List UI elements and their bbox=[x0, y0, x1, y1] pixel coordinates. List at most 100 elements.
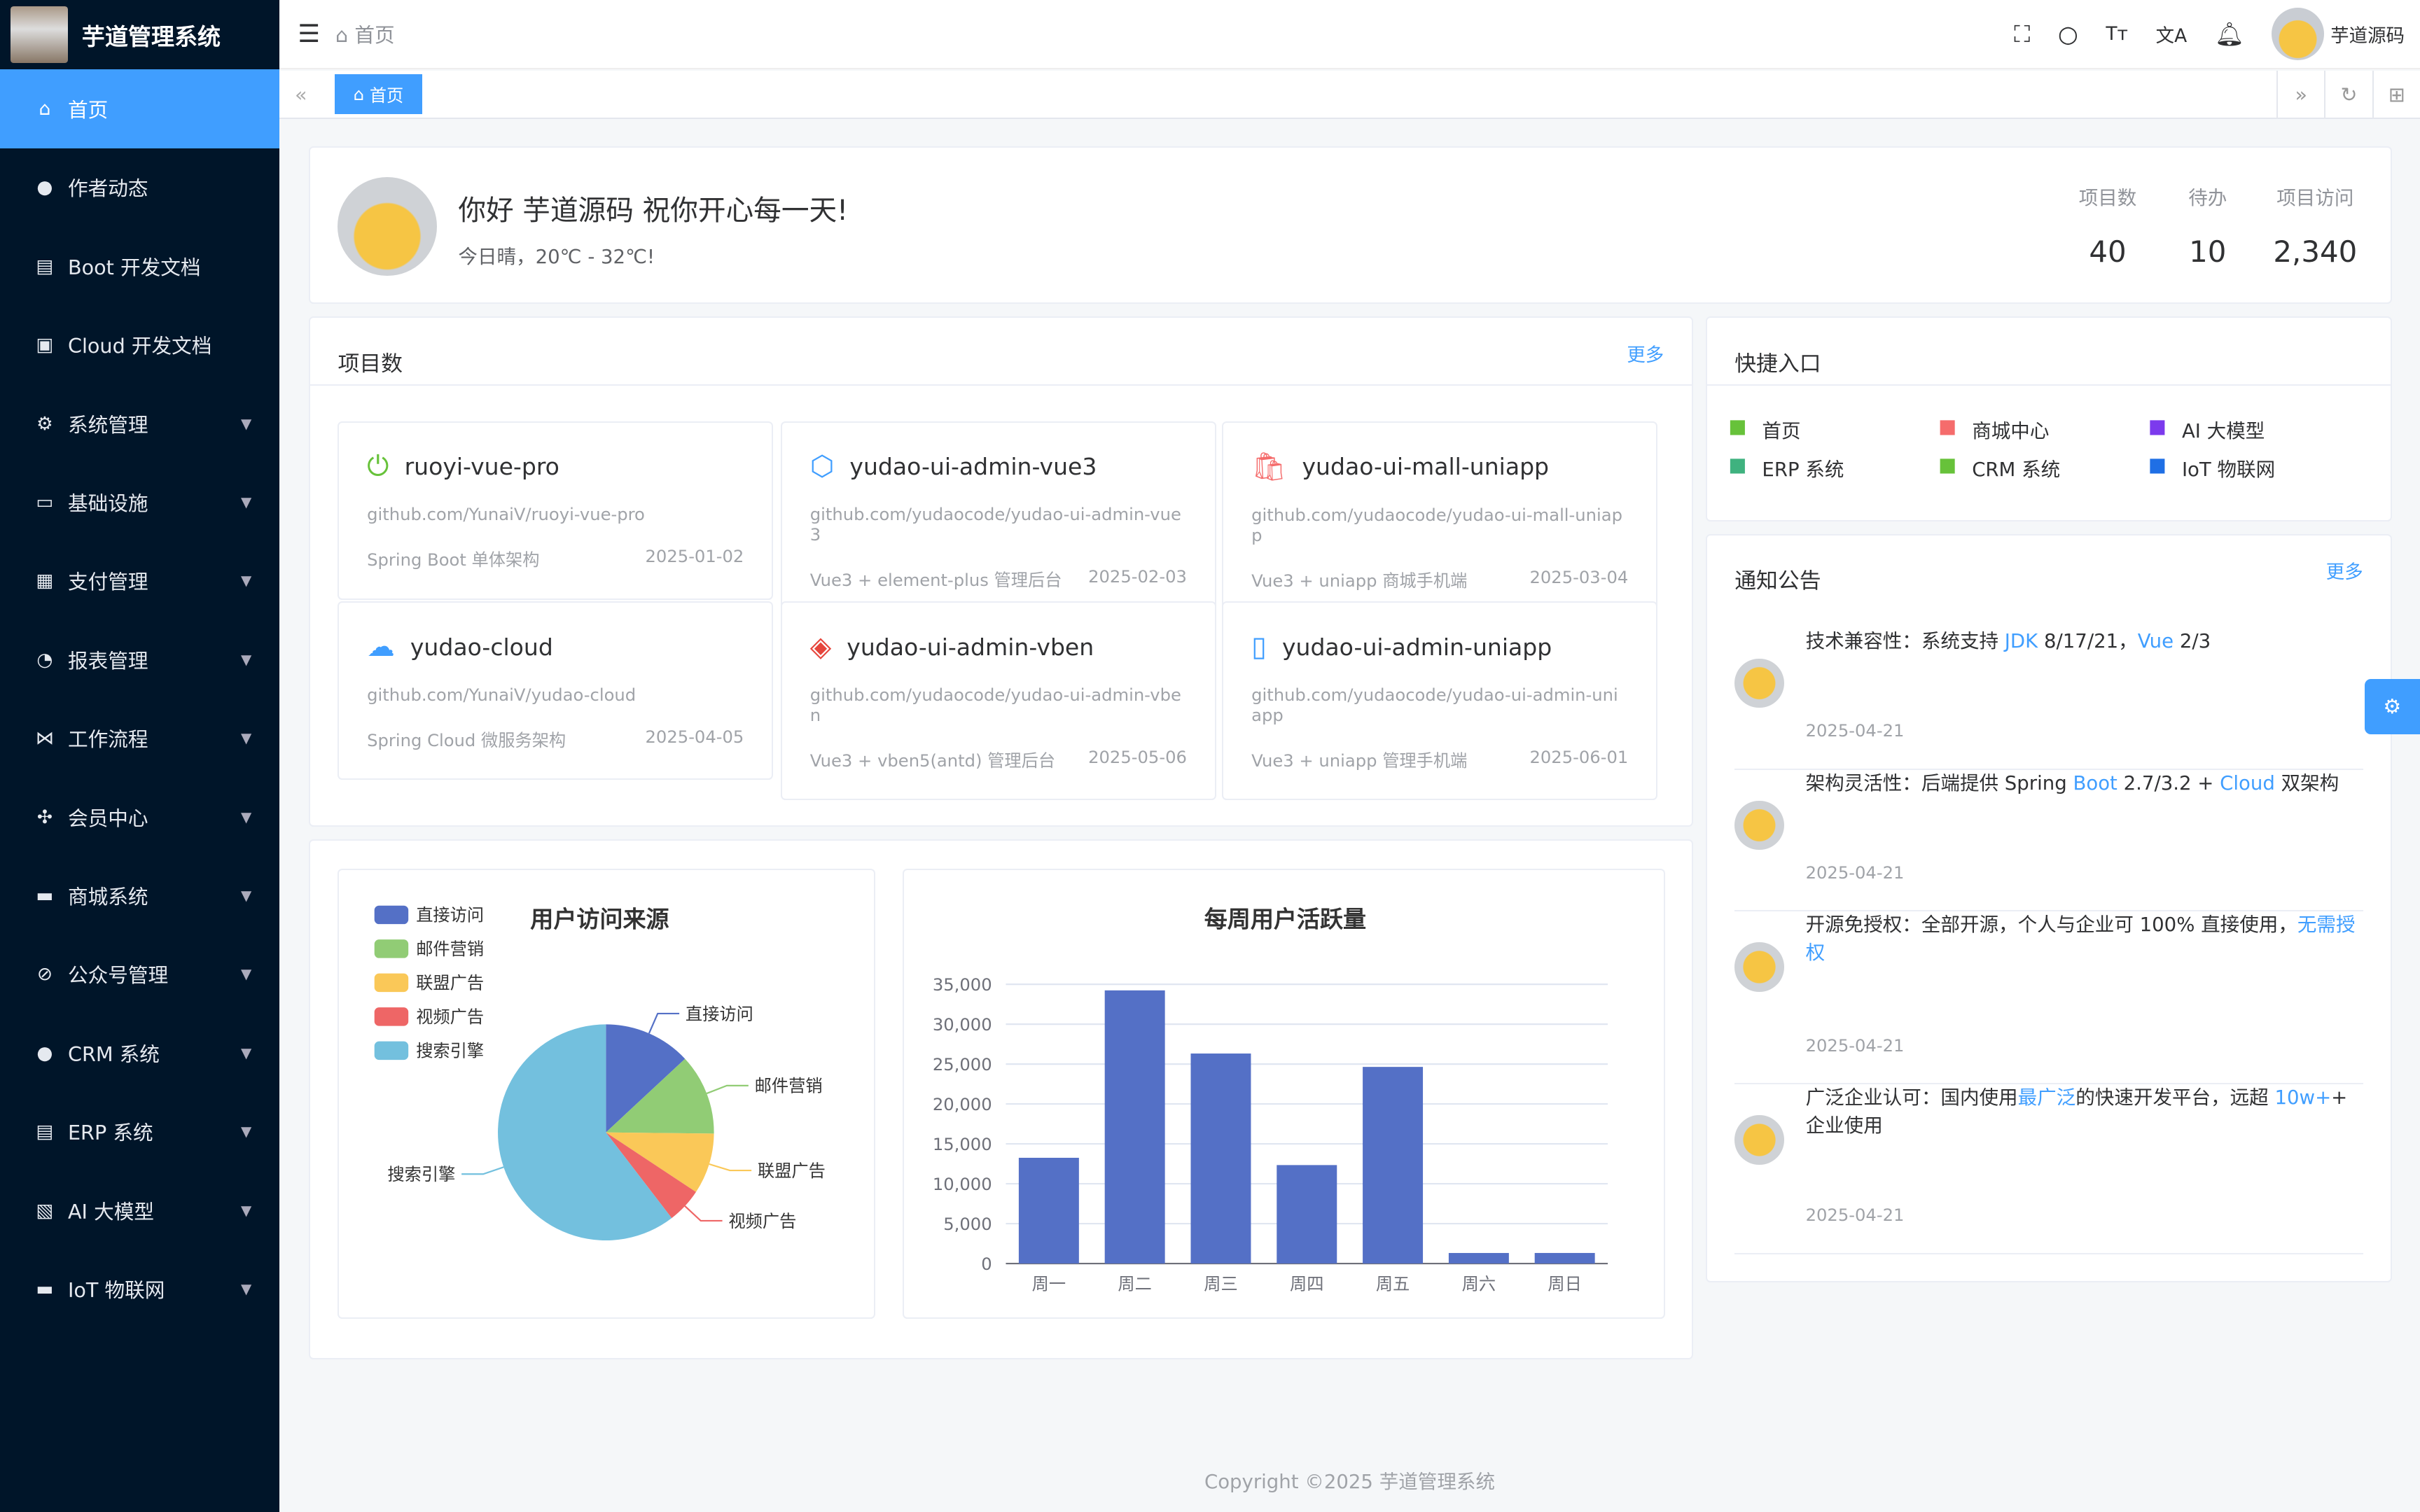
shortcut-item[interactable]: ■ 商城中心 bbox=[1938, 415, 2049, 443]
legend-swatch[interactable] bbox=[375, 973, 409, 992]
project-desc: Vue3 + uniapp 商城手机端 bbox=[1251, 570, 1468, 591]
bar[interactable] bbox=[1190, 1053, 1251, 1264]
sidebar-item[interactable]: ▭ 基础设施 ▼ bbox=[0, 463, 279, 541]
more-link[interactable]: 更多 bbox=[1627, 344, 1664, 366]
project-card[interactable]: ⬡ yudao-ui-admin-vue3 github.com/yudaocode… bbox=[781, 421, 1216, 620]
bar[interactable] bbox=[1019, 1157, 1080, 1264]
pie-slice[interactable] bbox=[606, 1024, 686, 1133]
legend-label[interactable]: 邮件营销 bbox=[417, 939, 485, 959]
sidebar-item[interactable]: ▧ AI 大模型 ▼ bbox=[0, 1171, 279, 1250]
sidebar-item[interactable]: ⊘ 公众号管理 ▼ bbox=[0, 935, 279, 1014]
slice-label: 联盟广告 bbox=[758, 1161, 826, 1181]
bar[interactable] bbox=[1534, 1252, 1595, 1264]
translate-icon[interactable]: 文A bbox=[2155, 25, 2188, 48]
avatar bbox=[2272, 8, 2325, 61]
shortcut-item[interactable]: ■ IoT 物联网 bbox=[2148, 454, 2275, 482]
legend-label[interactable]: 直接访问 bbox=[417, 904, 485, 925]
notice-text-part[interactable]: Cloud bbox=[2220, 771, 2275, 794]
sidebar-item[interactable]: ⋈ 工作流程 ▼ bbox=[0, 699, 279, 777]
shortcut-item[interactable]: ■ ERP 系统 bbox=[1728, 454, 1844, 482]
notice-item[interactable]: 架构灵活性：后端提供 Spring Boot 2.7/3.2 + Cloud 双… bbox=[1734, 770, 2363, 912]
shortcut-label: 商城中心 bbox=[1972, 419, 2050, 442]
chevron-down-icon: ▼ bbox=[241, 415, 252, 432]
sidebar-item[interactable]: ▤ Boot 开发文档 bbox=[0, 227, 279, 305]
bar[interactable] bbox=[1277, 1165, 1337, 1264]
legend-label[interactable]: 视频广告 bbox=[417, 1007, 485, 1027]
pie-slice[interactable] bbox=[498, 1024, 672, 1240]
notice-item[interactable]: 广泛企业认可：国内使用最广泛的快速开发平台，远超 10w++ 企业使用 2025-… bbox=[1734, 1084, 2363, 1254]
pie-slice[interactable] bbox=[606, 1132, 697, 1218]
tab-home[interactable]: ⌂ 首页 bbox=[335, 74, 422, 115]
scroll-left-icon[interactable]: « bbox=[294, 82, 307, 106]
pie-slice[interactable] bbox=[606, 1058, 715, 1134]
bar[interactable] bbox=[1363, 1066, 1424, 1264]
sidebar-item[interactable]: ▤ ERP 系统 ▼ bbox=[0, 1092, 279, 1170]
project-card[interactable]: ☁︎ yudao-cloud github.com/YunaiV/yudao-clo… bbox=[338, 601, 774, 780]
sidebar-item[interactable]: ⚙ 系统管理 ▼ bbox=[0, 384, 279, 463]
project-card[interactable]: ◈ yudao-ui-admin-vben github.com/yudaocode… bbox=[781, 601, 1216, 801]
pie-slice[interactable] bbox=[606, 1132, 715, 1192]
fullscreen-icon[interactable]: ⛶ bbox=[2014, 20, 2031, 48]
legend-swatch[interactable] bbox=[375, 939, 409, 958]
bell-icon[interactable]: 🔔︎ bbox=[2214, 20, 2244, 48]
scroll-right-icon[interactable]: » bbox=[2276, 71, 2324, 118]
notice-text-part: 8/17/21， bbox=[2038, 629, 2138, 652]
app-logo[interactable]: 芋道管理系统 bbox=[0, 0, 279, 69]
sidebar-item[interactable]: ▬ 商城系统 ▼ bbox=[0, 856, 279, 934]
project-date: 2025-03-04 bbox=[1529, 566, 1629, 587]
project-url: github.com/YunaiV/ruoyi-vue-pro bbox=[367, 504, 645, 525]
shortcut-item[interactable]: ■ 首页 bbox=[1728, 415, 1800, 443]
notice-text-part[interactable]: 10w+ bbox=[2274, 1086, 2332, 1110]
breadcrumb[interactable]: ⌂ 首页 bbox=[335, 23, 395, 48]
legend-swatch[interactable] bbox=[375, 1041, 409, 1060]
shortcut-item[interactable]: ■ AI 大模型 bbox=[2148, 415, 2265, 443]
search-icon[interactable]: ○ bbox=[2057, 20, 2078, 48]
notice-text-part[interactable]: JDK bbox=[2004, 629, 2038, 652]
more-link[interactable]: 更多 bbox=[2325, 561, 2363, 584]
legend-swatch[interactable] bbox=[375, 905, 409, 924]
notice-text-part[interactable]: Vue bbox=[2137, 629, 2174, 652]
sidebar-item[interactable]: ● 作者动态 bbox=[0, 148, 279, 227]
sidebar-item-label: CRM 系统 bbox=[67, 1042, 160, 1066]
label-line bbox=[707, 1084, 749, 1094]
shortcut-item[interactable]: ■ CRM 系统 bbox=[1938, 454, 2060, 482]
project-card[interactable]: ▯ yudao-ui-admin-uniapp github.com/yudaoco… bbox=[1222, 601, 1657, 801]
sidebar-item[interactable]: ▣ Cloud 开发文档 bbox=[0, 305, 279, 384]
sidebar-item[interactable]: ✣ 会员中心 ▼ bbox=[0, 778, 279, 856]
font-size-icon[interactable]: Tт bbox=[2106, 23, 2128, 46]
refresh-icon[interactable]: ↻ bbox=[2324, 71, 2372, 118]
sidebar-item[interactable]: ▦ 支付管理 ▼ bbox=[0, 542, 279, 620]
bar[interactable] bbox=[1104, 990, 1165, 1264]
label-line bbox=[461, 1166, 505, 1175]
label-line bbox=[709, 1163, 752, 1171]
notice-text-part[interactable]: 最广泛 bbox=[2017, 1086, 2076, 1110]
sidebar-item[interactable]: ◔ 报表管理 ▼ bbox=[0, 620, 279, 699]
project-date: 2025-01-02 bbox=[645, 545, 744, 566]
legend-label[interactable]: 联盟广告 bbox=[417, 972, 485, 993]
project-card[interactable]: 🛍︎ yudao-ui-mall-uniapp github.com/yudaoco… bbox=[1222, 421, 1657, 621]
notice-text-part[interactable]: 无需授权 bbox=[1805, 913, 2356, 965]
project-card[interactable]: ⏻ ruoyi-vue-pro github.com/YunaiV/ruoyi-vu… bbox=[338, 421, 774, 600]
notice-avatar bbox=[1734, 658, 1784, 708]
sidebar-item[interactable]: ▬ IoT 物联网 ▼ bbox=[0, 1250, 279, 1328]
chevron-down-icon: ▼ bbox=[241, 1280, 252, 1297]
y-tick-label: 25,000 bbox=[933, 1054, 992, 1074]
wallet-icon: ▦ bbox=[36, 570, 54, 592]
notice-item[interactable]: 技术兼容性：系统支持 JDK 8/17/21，Vue 2/3 2025-04-21 bbox=[1734, 628, 2363, 770]
legend-label[interactable]: 搜索引擎 bbox=[417, 1040, 485, 1060]
notice-item[interactable]: 开源免授权：全部开源，个人与企业可 100% 直接使用，无需授权 2025-04-… bbox=[1734, 911, 2363, 1085]
shop-icon: ▬ bbox=[36, 884, 54, 906]
user-menu[interactable]: 芋道源码 bbox=[2272, 8, 2405, 61]
project-name: yudao-ui-admin-uniapp bbox=[1281, 633, 1552, 661]
grid-icon[interactable]: ⊞ bbox=[2372, 71, 2420, 118]
legend-swatch[interactable] bbox=[375, 1007, 409, 1026]
notice-text-part[interactable]: Boot bbox=[2073, 771, 2118, 794]
menu-toggle-icon[interactable]: ☰ bbox=[298, 20, 320, 49]
settings-gear-button[interactable]: ⚙ bbox=[2364, 678, 2420, 735]
bar[interactable] bbox=[1449, 1252, 1510, 1264]
sidebar-item[interactable]: ⌂ 首页 bbox=[0, 69, 279, 148]
sidebar-item[interactable]: ● CRM 系统 ▼ bbox=[0, 1014, 279, 1092]
projects-card: 项目数 更多 ⏻ ruoyi-vue-pro github.com/YunaiV/r… bbox=[308, 316, 1693, 827]
project-icon: ▯ bbox=[1251, 631, 1267, 664]
notice-text-part: 架构灵活性：后端提供 Spring bbox=[1805, 771, 2073, 794]
